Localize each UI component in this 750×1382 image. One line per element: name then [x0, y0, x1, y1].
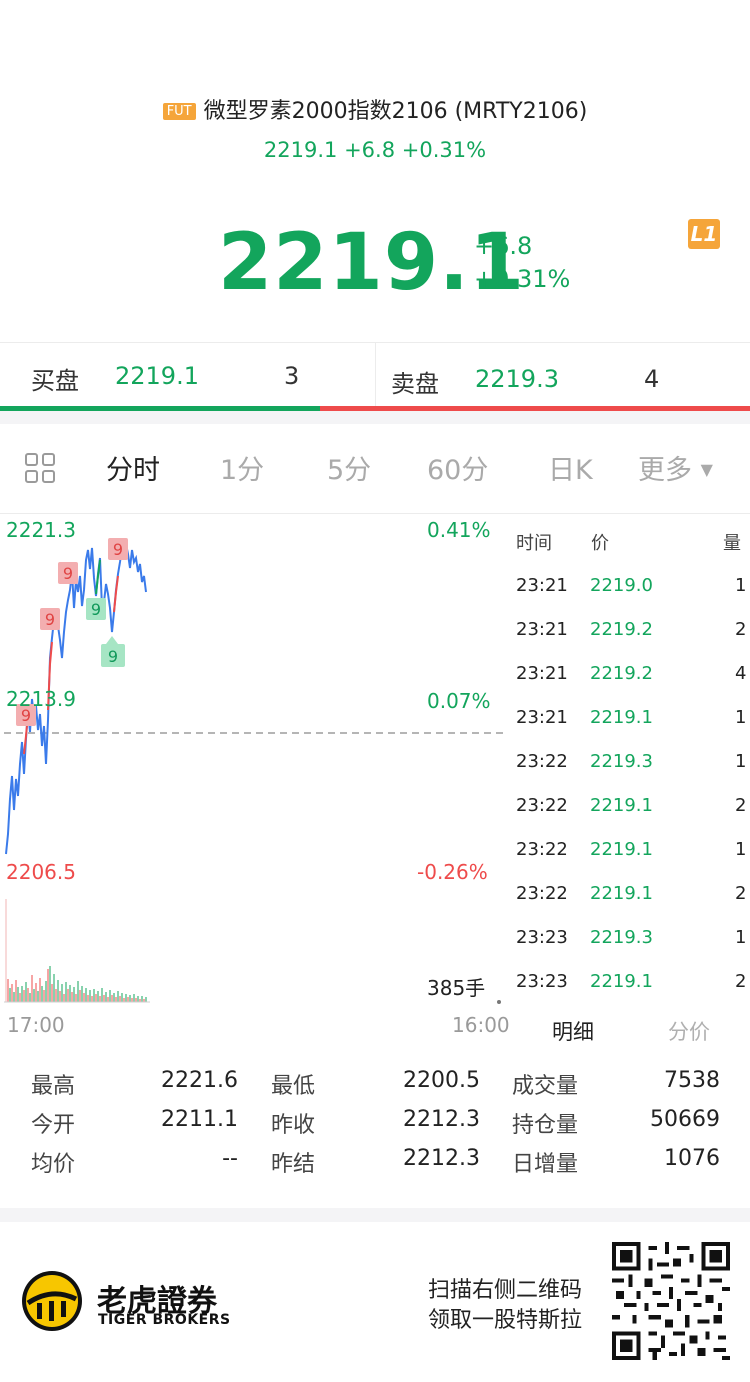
instrument-title: FUT 微型罗素2000指数2106 (MRTY2106): [0, 93, 750, 125]
td-buy-marker: 9: [101, 636, 125, 667]
brand-name-cn: 老虎證券: [97, 1284, 217, 1319]
td-sell-marker: 9: [58, 562, 78, 584]
volume-bars: [4, 899, 150, 1003]
td-marker-label: 9: [21, 706, 31, 725]
td-buy-marker: 9: [86, 598, 106, 620]
ask-qty: 4: [644, 365, 660, 393]
promo-line-2: 领取一股特斯拉: [428, 1308, 583, 1333]
td-marker-label: 9: [91, 600, 101, 619]
stat-prev-settle-label: 昨结: [271, 1152, 316, 1177]
level1-badge[interactable]: L1: [688, 219, 720, 249]
time-axis-end: 16:00: [452, 1013, 510, 1037]
tab-trade-detail[interactable]: 明细: [552, 1020, 594, 1044]
bid-label: 买盘: [31, 367, 79, 395]
bid-strength-bar: [0, 406, 320, 411]
trade-head-time: 时间: [516, 533, 552, 554]
td-sell-marker: 9: [16, 704, 36, 726]
chevron-down-icon: ▼: [700, 460, 713, 479]
trade-head-price: 价: [591, 533, 609, 554]
last-price: 2219.1: [218, 218, 525, 308]
stat-prev-settle: 2212.3: [403, 1146, 480, 1171]
section-gap: [0, 411, 750, 424]
bid-price: 2219.1: [115, 362, 199, 390]
chart-price-low: 2206.5: [6, 860, 76, 884]
price-change-block: +6.8 +0.31%: [474, 230, 570, 296]
divider: [0, 513, 750, 514]
stat-open-label: 今开: [31, 1113, 76, 1138]
td-marker-label: 9: [63, 564, 73, 583]
time-axis-start: 17:00: [7, 1013, 65, 1037]
tab-1min[interactable]: 1分: [220, 455, 265, 486]
td-sell-marker: 9: [108, 538, 128, 560]
bid-qty: 3: [284, 362, 300, 390]
intraday-chart[interactable]: 9 9 9 9 9 9: [0, 514, 505, 1014]
tab-price-distribution[interactable]: 分价: [668, 1020, 710, 1044]
chart-pct-low: -0.26%: [417, 860, 488, 884]
chart-pct-high: 0.41%: [427, 518, 491, 542]
volume-label: 385手: [427, 976, 486, 1000]
td-marker-label: 9: [108, 647, 118, 666]
stat-high: 2221.6: [161, 1068, 238, 1093]
td-sell-marker: 9: [40, 608, 60, 630]
stat-prev-close: 2212.3: [403, 1107, 480, 1132]
trade-head-qty: 量: [723, 533, 741, 554]
brand-name-en: TIGER BROKERS: [98, 1312, 231, 1328]
divider: [375, 342, 376, 406]
tab-intraday[interactable]: 分时: [106, 455, 160, 486]
stat-avg: --: [222, 1146, 238, 1171]
stat-oi-change-label: 日增量: [512, 1152, 579, 1177]
price-change: +6.8: [474, 232, 533, 260]
stat-volume: 7538: [664, 1068, 720, 1093]
chart-price-high: 2221.3: [6, 518, 76, 542]
stat-prev-close-label: 昨收: [271, 1113, 316, 1138]
stat-volume-label: 成交量: [512, 1074, 579, 1099]
qr-code-icon[interactable]: [612, 1242, 730, 1364]
chart-pct-mid: 0.07%: [427, 689, 491, 713]
ask-label: 卖盘: [391, 370, 439, 398]
header-quote-summary: 2219.1 +6.8 +0.31%: [263, 138, 487, 162]
grid-menu-icon[interactable]: [24, 452, 56, 488]
trade-tape[interactable]: 时间 价 量 23:21 2219.0 1 23:21 2219.2 2 23:…: [505, 514, 750, 1054]
chart-price-mid: 2213.9: [6, 687, 76, 711]
ask-strength-bar: [320, 406, 750, 411]
tab-more[interactable]: 更多 ▼: [638, 448, 713, 487]
stat-high-label: 最高: [31, 1074, 76, 1099]
tiger-logo-icon: [20, 1269, 84, 1337]
tab-more-label: 更多: [638, 455, 692, 486]
tab-60min[interactable]: 60分: [427, 455, 489, 486]
td-marker-label: 9: [45, 610, 55, 629]
section-gap: [0, 1208, 750, 1222]
stat-open-interest: 50669: [650, 1107, 720, 1132]
ask-price: 2219.3: [475, 365, 559, 393]
td-marker-label: 9: [113, 540, 123, 559]
instrument-name: 微型罗素2000指数2106 (MRTY2106): [203, 99, 588, 124]
stat-avg-label: 均价: [31, 1152, 76, 1177]
stat-open-interest-label: 持仓量: [512, 1113, 579, 1138]
stat-low: 2200.5: [403, 1068, 480, 1093]
stats-panel: 最高 2221.6 最低 2200.5 成交量 7538 今开 2211.1 昨…: [0, 1068, 750, 1188]
stat-oi-change: 1076: [664, 1146, 720, 1171]
fut-badge: FUT: [162, 103, 196, 120]
tab-daily[interactable]: 日K: [548, 455, 593, 486]
stat-low-label: 最低: [271, 1074, 316, 1099]
promo-line-1: 扫描右侧二维码: [428, 1278, 583, 1303]
price-change-pct: +0.31%: [474, 265, 571, 293]
tab-5min[interactable]: 5分: [327, 455, 372, 486]
stat-open: 2211.1: [161, 1107, 238, 1132]
